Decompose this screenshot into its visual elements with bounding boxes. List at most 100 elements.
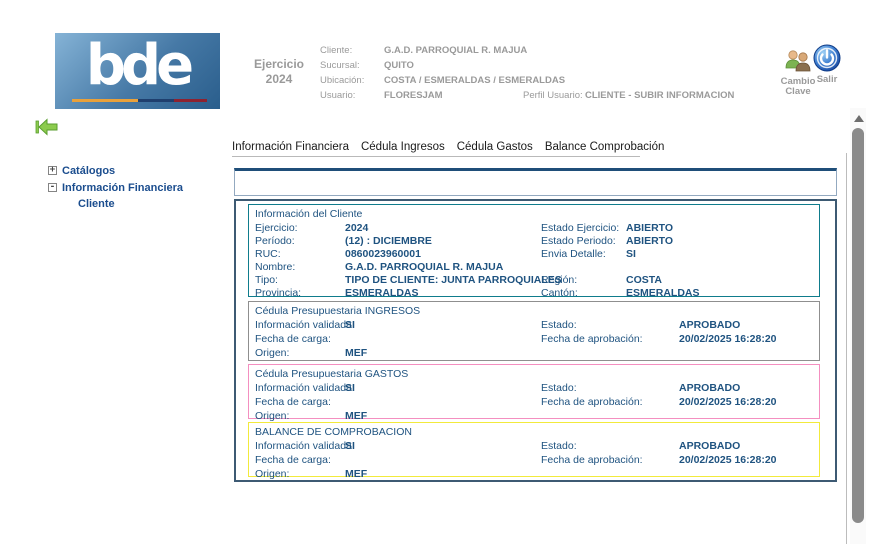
panel-row: Información validada SI Estado: APROBADO — [255, 319, 819, 333]
ejercicio-label: Ejercicio — [253, 57, 305, 71]
salir-button[interactable]: Salir — [810, 44, 844, 85]
field-label: Provincia: — [255, 287, 302, 299]
field-label: Información validada — [255, 440, 352, 452]
sucursal-value: QUITO — [384, 60, 414, 71]
field-value: 2024 — [345, 222, 369, 234]
field-value: TIPO DE CLIENTE: JUNTA PARROQUIALES — [345, 274, 562, 286]
balance-panel-title: BALANCE DE COMPROBACION — [255, 426, 412, 438]
tree-node-cliente[interactable]: Cliente — [78, 198, 115, 210]
usuario-label: Usuario: — [320, 90, 356, 101]
collapse-minus-icon[interactable]: - — [48, 182, 57, 192]
field-value: MEF — [345, 410, 368, 422]
usuario-value: FLORESJAM — [384, 90, 443, 101]
toolbar-empty-bar — [234, 168, 837, 196]
client-info-panel: Información del Cliente Ejercicio: 2024 … — [248, 204, 820, 300]
field-value: APROBADO — [679, 382, 741, 394]
users-icon — [785, 50, 811, 72]
panel-row: Origen: MEF — [255, 347, 819, 361]
tree-node-informacion-financiera[interactable]: - Información Financiera — [48, 179, 183, 196]
client-row: RUC: 0860023960001 Envia Detalle: SI — [255, 248, 819, 261]
cedula-ingresos-panel: Cédula Presupuestaria INGRESOS Informaci… — [248, 301, 820, 361]
nav-tree: + Catálogos - Información Financiera Cli… — [48, 162, 183, 213]
content-right-border — [846, 153, 847, 544]
field-label: Información validada: — [255, 382, 355, 394]
balance-comprobacion-panel: BALANCE DE COMPROBACION Información vali… — [248, 422, 820, 480]
client-row: Tipo: TIPO DE CLIENTE: JUNTA PARROQUIALE… — [255, 274, 819, 287]
field-label: Ejercicio: — [255, 222, 298, 234]
panel-row: Origen: MEF — [255, 410, 819, 424]
field-value: SI — [345, 382, 355, 394]
cedula-gastos-panel: Cédula Presupuestaria GASTOS Información… — [248, 364, 820, 422]
ubicacion-value: COSTA / ESMERALDAS / ESMERALDAS — [384, 75, 566, 86]
field-label: Información validada — [255, 319, 352, 331]
client-row: Provincia: ESMERALDAS Cantón: ESMERALDAS — [255, 287, 819, 300]
tree-label-catalogos[interactable]: Catálogos — [62, 164, 116, 177]
field-value: G.A.D. PARROQUIAL R. MAJUA — [345, 261, 504, 273]
field-label: Fecha de aprobación: — [541, 396, 643, 408]
cambio-clave-button[interactable]: Cambio Clave — [776, 48, 820, 97]
field-label: Origen: — [255, 410, 290, 422]
field-label: Estado Periodo: — [541, 235, 616, 247]
field-label: Estado: — [541, 319, 577, 331]
tab-bar: Información Financiera Cédula Ingresos C… — [232, 141, 664, 153]
field-value: APROBADO — [679, 440, 741, 452]
field-label: Nombre: — [255, 261, 296, 273]
field-value: ABIERTO — [626, 222, 674, 234]
salir-label: Salir — [816, 74, 838, 85]
panel-row: Información validada: SI Estado: APROBAD… — [255, 382, 819, 396]
cliente-label: Cliente: — [320, 45, 353, 56]
tab-balance-comprobacion[interactable]: Balance Comprobación — [544, 141, 665, 153]
ubicacion-label: Ubicación: — [320, 75, 365, 86]
client-row: Período: (12) : DICIEMBRE Estado Periodo… — [255, 235, 819, 248]
expand-plus-icon[interactable]: + — [48, 165, 57, 175]
field-label: Fecha de aprobación: — [541, 454, 643, 466]
scrollbar-thumb[interactable] — [852, 128, 864, 523]
bde-logo-text: bde — [85, 33, 194, 98]
field-label: Origen: — [255, 468, 290, 480]
field-label: Envia Detalle: — [541, 248, 606, 260]
field-label: Estado Ejercicio: — [541, 222, 620, 234]
field-label: Región: — [541, 274, 578, 286]
cambio-clave-label-2: Clave — [785, 86, 811, 97]
main-content-container: Información del Cliente Ejercicio: 2024 … — [234, 199, 837, 482]
field-value: SI — [345, 319, 355, 331]
field-value: ESMERALDAS — [626, 287, 700, 299]
tree-label-informacion-financiera[interactable]: Información Financiera — [62, 181, 184, 194]
ejercicio-block: Ejercicio 2024 — [243, 57, 315, 87]
field-value: APROBADO — [679, 319, 741, 331]
tab-cedula-ingresos[interactable]: Cédula Ingresos — [360, 141, 445, 153]
field-value: 20/02/2025 16:28:20 — [679, 333, 777, 345]
field-value: ABIERTO — [626, 235, 674, 247]
panel-row: Fecha de carga: Fecha de aprobación: 20/… — [255, 396, 819, 410]
panel-row: Fecha de carga: Fecha de aprobación: 20/… — [255, 333, 819, 347]
field-label: Fecha de carga: — [255, 454, 331, 466]
field-label: Origen: — [255, 347, 290, 359]
ejercicio-value: 2024 — [265, 72, 293, 86]
field-label: Estado: — [541, 440, 577, 452]
field-label: RUC: — [255, 248, 281, 260]
bde-logo: bde — [55, 33, 220, 109]
cambio-clave-label-1: Cambio — [780, 76, 816, 87]
tab-cedula-gastos[interactable]: Cédula Gastos — [456, 141, 533, 153]
client-panel-title: Información del Cliente — [255, 208, 363, 220]
field-value: ESMERALDAS — [345, 287, 419, 299]
field-value: SI — [626, 248, 636, 260]
sucursal-label: Sucursal: — [320, 60, 360, 71]
field-label: Fecha de carga: — [255, 333, 331, 345]
field-label: Cantón: — [541, 287, 578, 299]
back-arrow-icon[interactable] — [35, 117, 59, 137]
perfil-usuario-label: Perfil Usuario: — [523, 90, 583, 101]
logo-stripes — [71, 99, 207, 102]
tab-informacion-financiera[interactable]: Información Financiera — [232, 141, 349, 153]
field-value: 0860023960001 — [345, 248, 421, 260]
client-row: Ejercicio: 2024 Estado Ejercicio: ABIERT… — [255, 222, 819, 235]
field-value: 20/02/2025 16:28:20 — [679, 454, 777, 466]
tree-node-catalogos[interactable]: + Catálogos — [48, 162, 183, 179]
field-value: SI — [345, 440, 355, 452]
field-value: 20/02/2025 16:28:20 — [679, 396, 777, 408]
scrollbar-up-arrow-icon[interactable] — [854, 115, 864, 122]
panel-row: Información validada SI Estado: APROBADO — [255, 440, 819, 454]
field-value: (12) : DICIEMBRE — [345, 235, 432, 247]
perfil-usuario-value: CLIENTE - SUBIR INFORMACION — [585, 90, 735, 101]
field-value: MEF — [345, 347, 368, 359]
